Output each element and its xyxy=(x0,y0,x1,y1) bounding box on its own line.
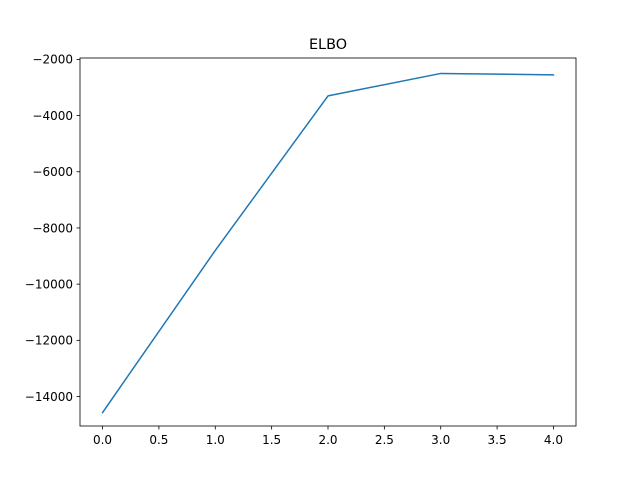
x-tick-label: 1.0 xyxy=(206,433,225,447)
y-tick-label: −4000 xyxy=(32,109,73,123)
series-line xyxy=(101,72,555,414)
y-tick-label: −12000 xyxy=(25,334,73,348)
x-tick-label: 2.0 xyxy=(318,433,337,447)
x-tick-label: 4.0 xyxy=(544,433,563,447)
y-tick-label: −6000 xyxy=(32,165,73,179)
x-tick-label: 0.0 xyxy=(93,433,112,447)
x-tick-label: 3.0 xyxy=(431,433,450,447)
x-axis-ticks: 0.0 0.5 1.0 1.5 2.0 2.5 3.0 3.5 4.0 xyxy=(93,426,563,447)
x-tick-label: 1.5 xyxy=(262,433,281,447)
y-axis-ticks: −14000 −12000 −10000 −8000 −6000 −4000 −2000 xyxy=(25,53,80,404)
x-tick-label: 3.5 xyxy=(488,433,507,447)
y-tick-label: −10000 xyxy=(25,277,73,291)
y-tick-label: −8000 xyxy=(32,221,73,235)
x-tick-label: 0.5 xyxy=(149,433,168,447)
series-group xyxy=(101,72,555,414)
y-tick-label: −2000 xyxy=(32,53,73,67)
axes-frame xyxy=(79,57,577,427)
x-tick-label: 2.5 xyxy=(375,433,394,447)
y-tick-label: −14000 xyxy=(25,390,73,404)
chart-title: ELBO xyxy=(309,37,347,53)
